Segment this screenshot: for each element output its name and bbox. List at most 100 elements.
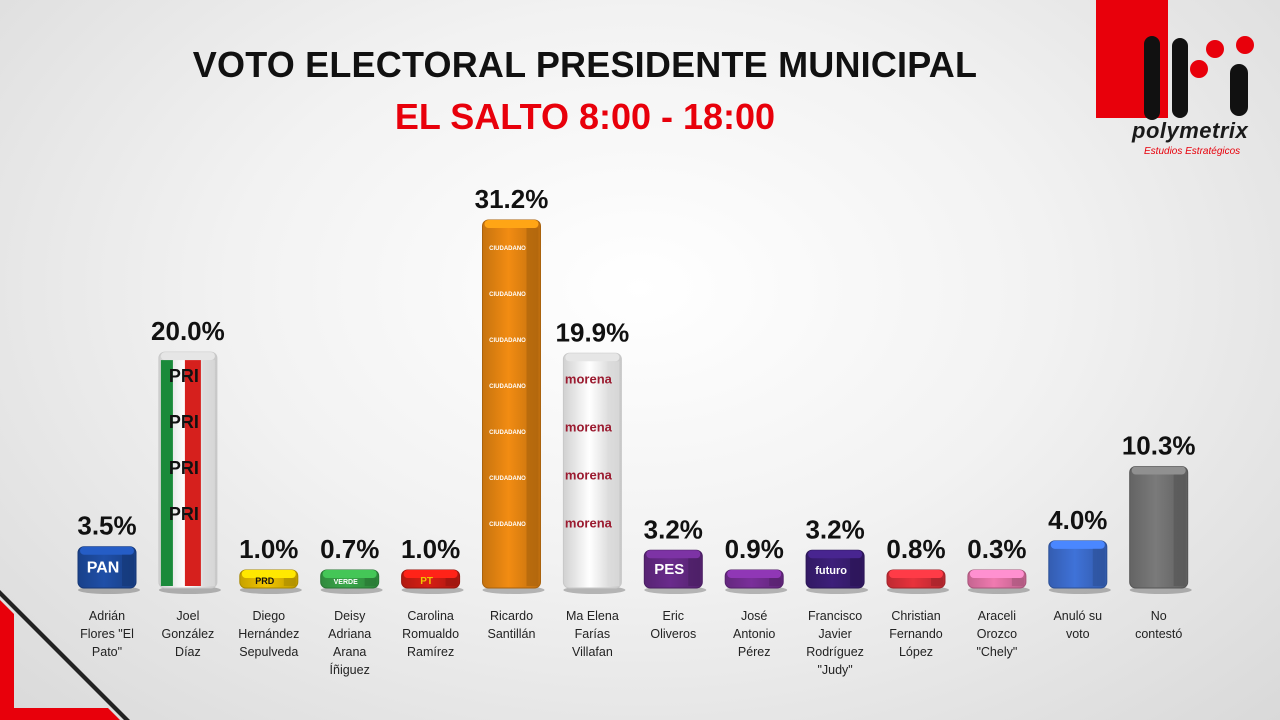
category-label: Adrián <box>89 609 125 623</box>
bar-value-label: 3.2% <box>644 514 703 544</box>
category-label: Joel <box>176 609 199 623</box>
category-label: González <box>161 627 214 641</box>
bar-top-face <box>565 353 620 362</box>
bar-value-label: 3.2% <box>805 514 864 544</box>
bar-party-logo: futuro <box>815 565 847 577</box>
logo-bar-1 <box>1144 36 1160 120</box>
bar-party-logo: morena <box>565 467 613 482</box>
category-label: Christian <box>891 609 940 623</box>
bar-group: PES 3.2% Eric Oliveros <box>644 514 707 641</box>
bar-party-logo: CIUDADANO <box>489 292 526 298</box>
bar-side-face <box>122 554 134 586</box>
polymetrix-logo: polymetrix Estudios Estratégicos <box>1094 0 1280 170</box>
bar-group: 0.9% José Antonio Pérez <box>725 534 788 659</box>
bar-group: 4.0% Anuló su voto <box>1048 505 1111 641</box>
bar-group: 10.3% No contestó <box>1122 431 1196 641</box>
category-label: Arana <box>333 645 366 659</box>
logo-dot-3 <box>1236 36 1254 54</box>
bar-value-label: 31.2% <box>475 184 549 214</box>
category-label: Farías <box>575 627 610 641</box>
bar-group: 0.3% Araceli Orozco "Chely" <box>967 534 1030 659</box>
bar-party-logo: VERDE <box>334 579 358 586</box>
category-label: Pato" <box>92 645 122 659</box>
bar-group: futuro 3.2% Francisco Javier Rodríguez "Judy" <box>805 514 869 677</box>
bar-party-logo: morena <box>565 419 613 434</box>
bar-value-label: 20.0% <box>151 316 225 346</box>
bar-party-logo: PT <box>420 576 433 587</box>
bar-top-face <box>80 546 134 555</box>
bar-group: 0.8% Christian Fernando López <box>886 534 949 659</box>
bar-party-logo: PAN <box>87 559 120 576</box>
category-label: No <box>1151 609 1167 623</box>
category-label: "Judy" <box>817 663 852 677</box>
category-label: Sepulveda <box>239 645 298 659</box>
category-label: Rodríguez <box>806 645 864 659</box>
bar-top-face <box>241 570 296 578</box>
bar-top-face <box>1050 540 1105 549</box>
category-label: José <box>741 609 767 623</box>
category-label: contestó <box>1135 627 1182 641</box>
bar-party-logo: CIUDADANO <box>489 384 526 390</box>
bar-value-label: 0.3% <box>967 534 1026 564</box>
bar-group: PT 1.0% Carolina Romualdo Ramírez <box>401 534 464 659</box>
bar-side-face <box>526 228 539 586</box>
category-label: Oliveros <box>650 627 696 641</box>
bar-group: CIUDADANO CIUDADANO CIUDADANO CIUDADANO CIUD… <box>475 184 549 641</box>
bar-value-label: 0.9% <box>725 534 784 564</box>
bar-top-face <box>322 570 377 578</box>
corner-decoration <box>0 590 130 720</box>
bar-stripe-red <box>184 360 201 586</box>
bar-value-label: 0.8% <box>886 534 945 564</box>
category-label: Hernández <box>238 627 299 641</box>
bar-top-face <box>727 570 782 578</box>
bar-value-label: 10.3% <box>1122 431 1196 461</box>
category-label: Díaz <box>175 645 201 659</box>
bar-party-logo: CIUDADANO <box>489 246 526 252</box>
category-label: Anuló su <box>1053 609 1102 623</box>
bar-side-face <box>364 578 377 586</box>
category-label: Íñiguez <box>330 662 370 677</box>
chart-subtitle: EL SALTO 8:00 - 18:00 <box>394 96 776 137</box>
category-label: Flores "El <box>80 627 134 641</box>
category-label: Ricardo <box>490 609 533 623</box>
bar-value-label: 4.0% <box>1048 505 1107 535</box>
logo-bar-3 <box>1230 64 1248 116</box>
category-label: Francisco <box>808 609 862 623</box>
category-label: Eric <box>663 609 685 623</box>
bar-stripe-green <box>160 360 173 586</box>
bar-party-logo: PRI <box>169 366 199 386</box>
category-label: Deisy <box>334 609 366 623</box>
bar-top-face <box>160 352 215 361</box>
bar-party-logo: PES <box>654 561 684 578</box>
category-label: Antonio <box>733 627 775 641</box>
bar-party-logo: PRI <box>169 412 199 432</box>
bar-party-logo: PRI <box>169 458 199 478</box>
category-label: Ramírez <box>407 645 454 659</box>
category-label: Villafan <box>572 645 613 659</box>
bar-group: PAN 3.5% Adrián Flores "El Pato" <box>77 511 140 659</box>
logo-tagline: Estudios Estratégicos <box>1144 146 1241 157</box>
bar-side-face <box>931 578 943 586</box>
category-label: Romualdo <box>402 627 459 641</box>
bar-top-face <box>1131 466 1186 475</box>
category-label: Santillán <box>488 627 536 641</box>
bar-side-face <box>850 558 863 586</box>
bar-party-logo: CIUDADANO <box>489 522 526 528</box>
category-label: Ma Elena <box>566 609 619 623</box>
category-label: "Chely" <box>976 645 1017 659</box>
bar-party-logo: morena <box>565 371 613 386</box>
category-label: Carolina <box>407 609 454 623</box>
bar-party-logo: PRD <box>255 576 275 586</box>
category-label: Orozco <box>977 627 1017 641</box>
bar-party-logo: CIUDADANO <box>489 476 526 482</box>
bar-party-logo: PRI <box>169 504 199 524</box>
logo-dot-1 <box>1190 60 1208 78</box>
logo-dot-2 <box>1206 40 1224 58</box>
category-label: Adriana <box>328 627 371 641</box>
bar-top-face <box>403 570 458 578</box>
bar-party-logo: morena <box>565 515 613 530</box>
bar-side-face <box>1092 548 1105 586</box>
logo-wordmark: polymetrix <box>1132 118 1249 143</box>
bar-party-logo: CIUDADANO <box>489 430 526 436</box>
